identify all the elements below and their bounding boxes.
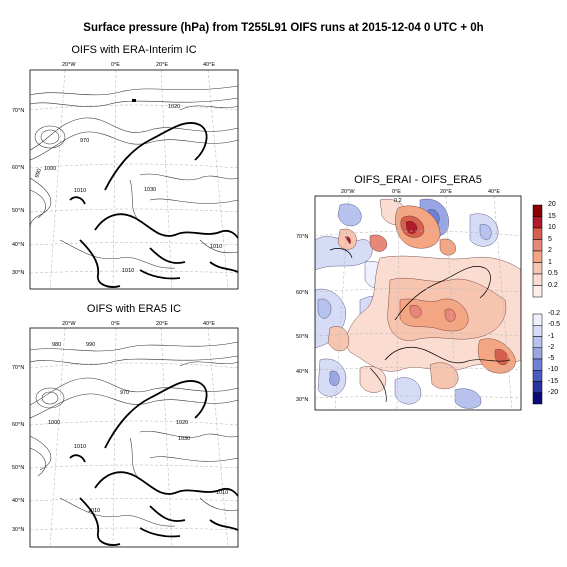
colorbar-swatch: [532, 336, 543, 348]
lat-tick: 70°N: [296, 234, 309, 240]
colorbar-label: 2: [548, 247, 552, 254]
contour-label: 1030: [144, 187, 156, 193]
contour-label: 970: [80, 138, 89, 144]
lat-tick: 70°N: [12, 108, 25, 114]
contour-label: 1020: [176, 420, 188, 426]
colorbar-label: -20: [548, 388, 559, 396]
contour-label: 1020: [168, 104, 180, 110]
lon-tick: 40°E: [488, 189, 500, 195]
contour-label: 0.2: [394, 198, 402, 204]
lat-tick: 50°N: [296, 334, 309, 340]
colorbar-label: 0.2: [548, 281, 558, 289]
lat-tick: 40°N: [12, 498, 25, 504]
lat-tick: 30°N: [12, 270, 25, 276]
lon-tick: 20°W: [62, 62, 76, 68]
colorbar-swatch: [532, 250, 543, 263]
colorbar-label: 10: [548, 224, 556, 231]
contour-label: 970: [120, 390, 129, 396]
colorbar-swatch: [532, 381, 543, 393]
contour-label: 990: [34, 168, 43, 179]
lon-tick: 40°E: [203, 321, 215, 327]
colorbar-swatch: [532, 358, 543, 371]
colorbar-swatch: [532, 273, 543, 286]
lon-tick: 20°E: [440, 189, 452, 195]
colorbar-swatch: [532, 313, 543, 326]
lon-tick: 20°E: [156, 321, 168, 327]
map-panel-diff: 0.2: [315, 196, 521, 410]
lat-tick: 60°N: [12, 165, 25, 171]
contour-label: 1010: [88, 508, 100, 514]
lat-tick: 40°N: [12, 242, 25, 248]
contour-label: 1010: [122, 268, 134, 274]
lat-tick: 60°N: [296, 290, 309, 296]
figure-title: Surface pressure (hPa) from T255L91 OIFS…: [83, 22, 484, 34]
colorbar-label: 0.5: [548, 270, 558, 277]
lat-tick: 50°N: [12, 465, 25, 471]
map-frame-diff: [314, 195, 522, 411]
map-frame-top: [29, 69, 239, 290]
contour-label: 1030: [178, 436, 190, 442]
lon-tick: 40°E: [203, 62, 215, 68]
lon-tick: 20°E: [156, 62, 168, 68]
contour-label: 1010: [210, 244, 222, 250]
map-panel-bottom: 980 990 970 1000 1010 1020 1030 1010 101…: [30, 328, 238, 547]
colorbar-swatch: [532, 392, 543, 405]
lat-tick: 30°N: [296, 397, 309, 403]
colorbar-label: -0.2: [548, 310, 561, 317]
colorbar-label: -15: [548, 377, 559, 385]
colorbar-label: -0.5: [548, 321, 561, 329]
colorbar-swatch: [532, 204, 543, 217]
contour-label: 1000: [44, 166, 56, 172]
lon-tick: 0°E: [111, 321, 120, 327]
contour-label: 990: [86, 342, 95, 348]
lat-tick: 50°N: [12, 208, 25, 214]
colorbar-swatch: [532, 370, 543, 382]
panel-title-bottom: OIFS with ERA5 IC: [86, 303, 182, 315]
lon-tick: 20°W: [341, 189, 355, 195]
lat-tick: 40°N: [296, 369, 309, 375]
lat-tick: 30°N: [12, 527, 25, 533]
colorbar-swatch: [532, 325, 543, 337]
colorbar-label: 1: [548, 258, 552, 266]
contour-label: 1010: [74, 444, 86, 450]
colorbar-label: -2: [548, 343, 555, 351]
lat-tick: 70°N: [12, 365, 25, 371]
contour-label: 980: [52, 342, 61, 348]
lat-tick: 60°N: [12, 422, 25, 428]
contour-label: 1000: [48, 420, 60, 426]
colorbar-label: -5: [548, 355, 555, 362]
colorbar-swatch: [532, 347, 543, 360]
lon-tick: 0°E: [392, 189, 401, 195]
colorbar-label: 20: [548, 201, 556, 208]
colorbar-label: -10: [548, 366, 559, 374]
contour-label: 1010: [74, 188, 86, 194]
map-frame-bottom: [29, 327, 239, 548]
colorbar-swatch: [532, 227, 543, 240]
contour-label: 1010: [216, 490, 228, 496]
lon-tick: 20°W: [62, 321, 76, 327]
panel-title-diff: OIFS_ERAI - OIFS_ERA5: [354, 174, 482, 186]
colorbar-swatch: [532, 239, 543, 252]
colorbar-label: 15: [548, 212, 556, 220]
colorbar-negative: [532, 313, 543, 405]
colorbar-swatch: [532, 262, 543, 275]
colorbar-swatch: [532, 216, 543, 229]
colorbar-label: -1: [548, 332, 555, 340]
colorbar-positive: [532, 204, 543, 298]
map-panel-top: 970 990 1000 1010 1030 1020 1010 1010: [30, 70, 238, 289]
colorbar-label: 5: [548, 235, 552, 243]
lon-tick: 0°E: [111, 62, 120, 68]
panel-title-top: OIFS with ERA-Interim IC: [71, 44, 197, 56]
colorbar-swatch: [532, 285, 543, 298]
